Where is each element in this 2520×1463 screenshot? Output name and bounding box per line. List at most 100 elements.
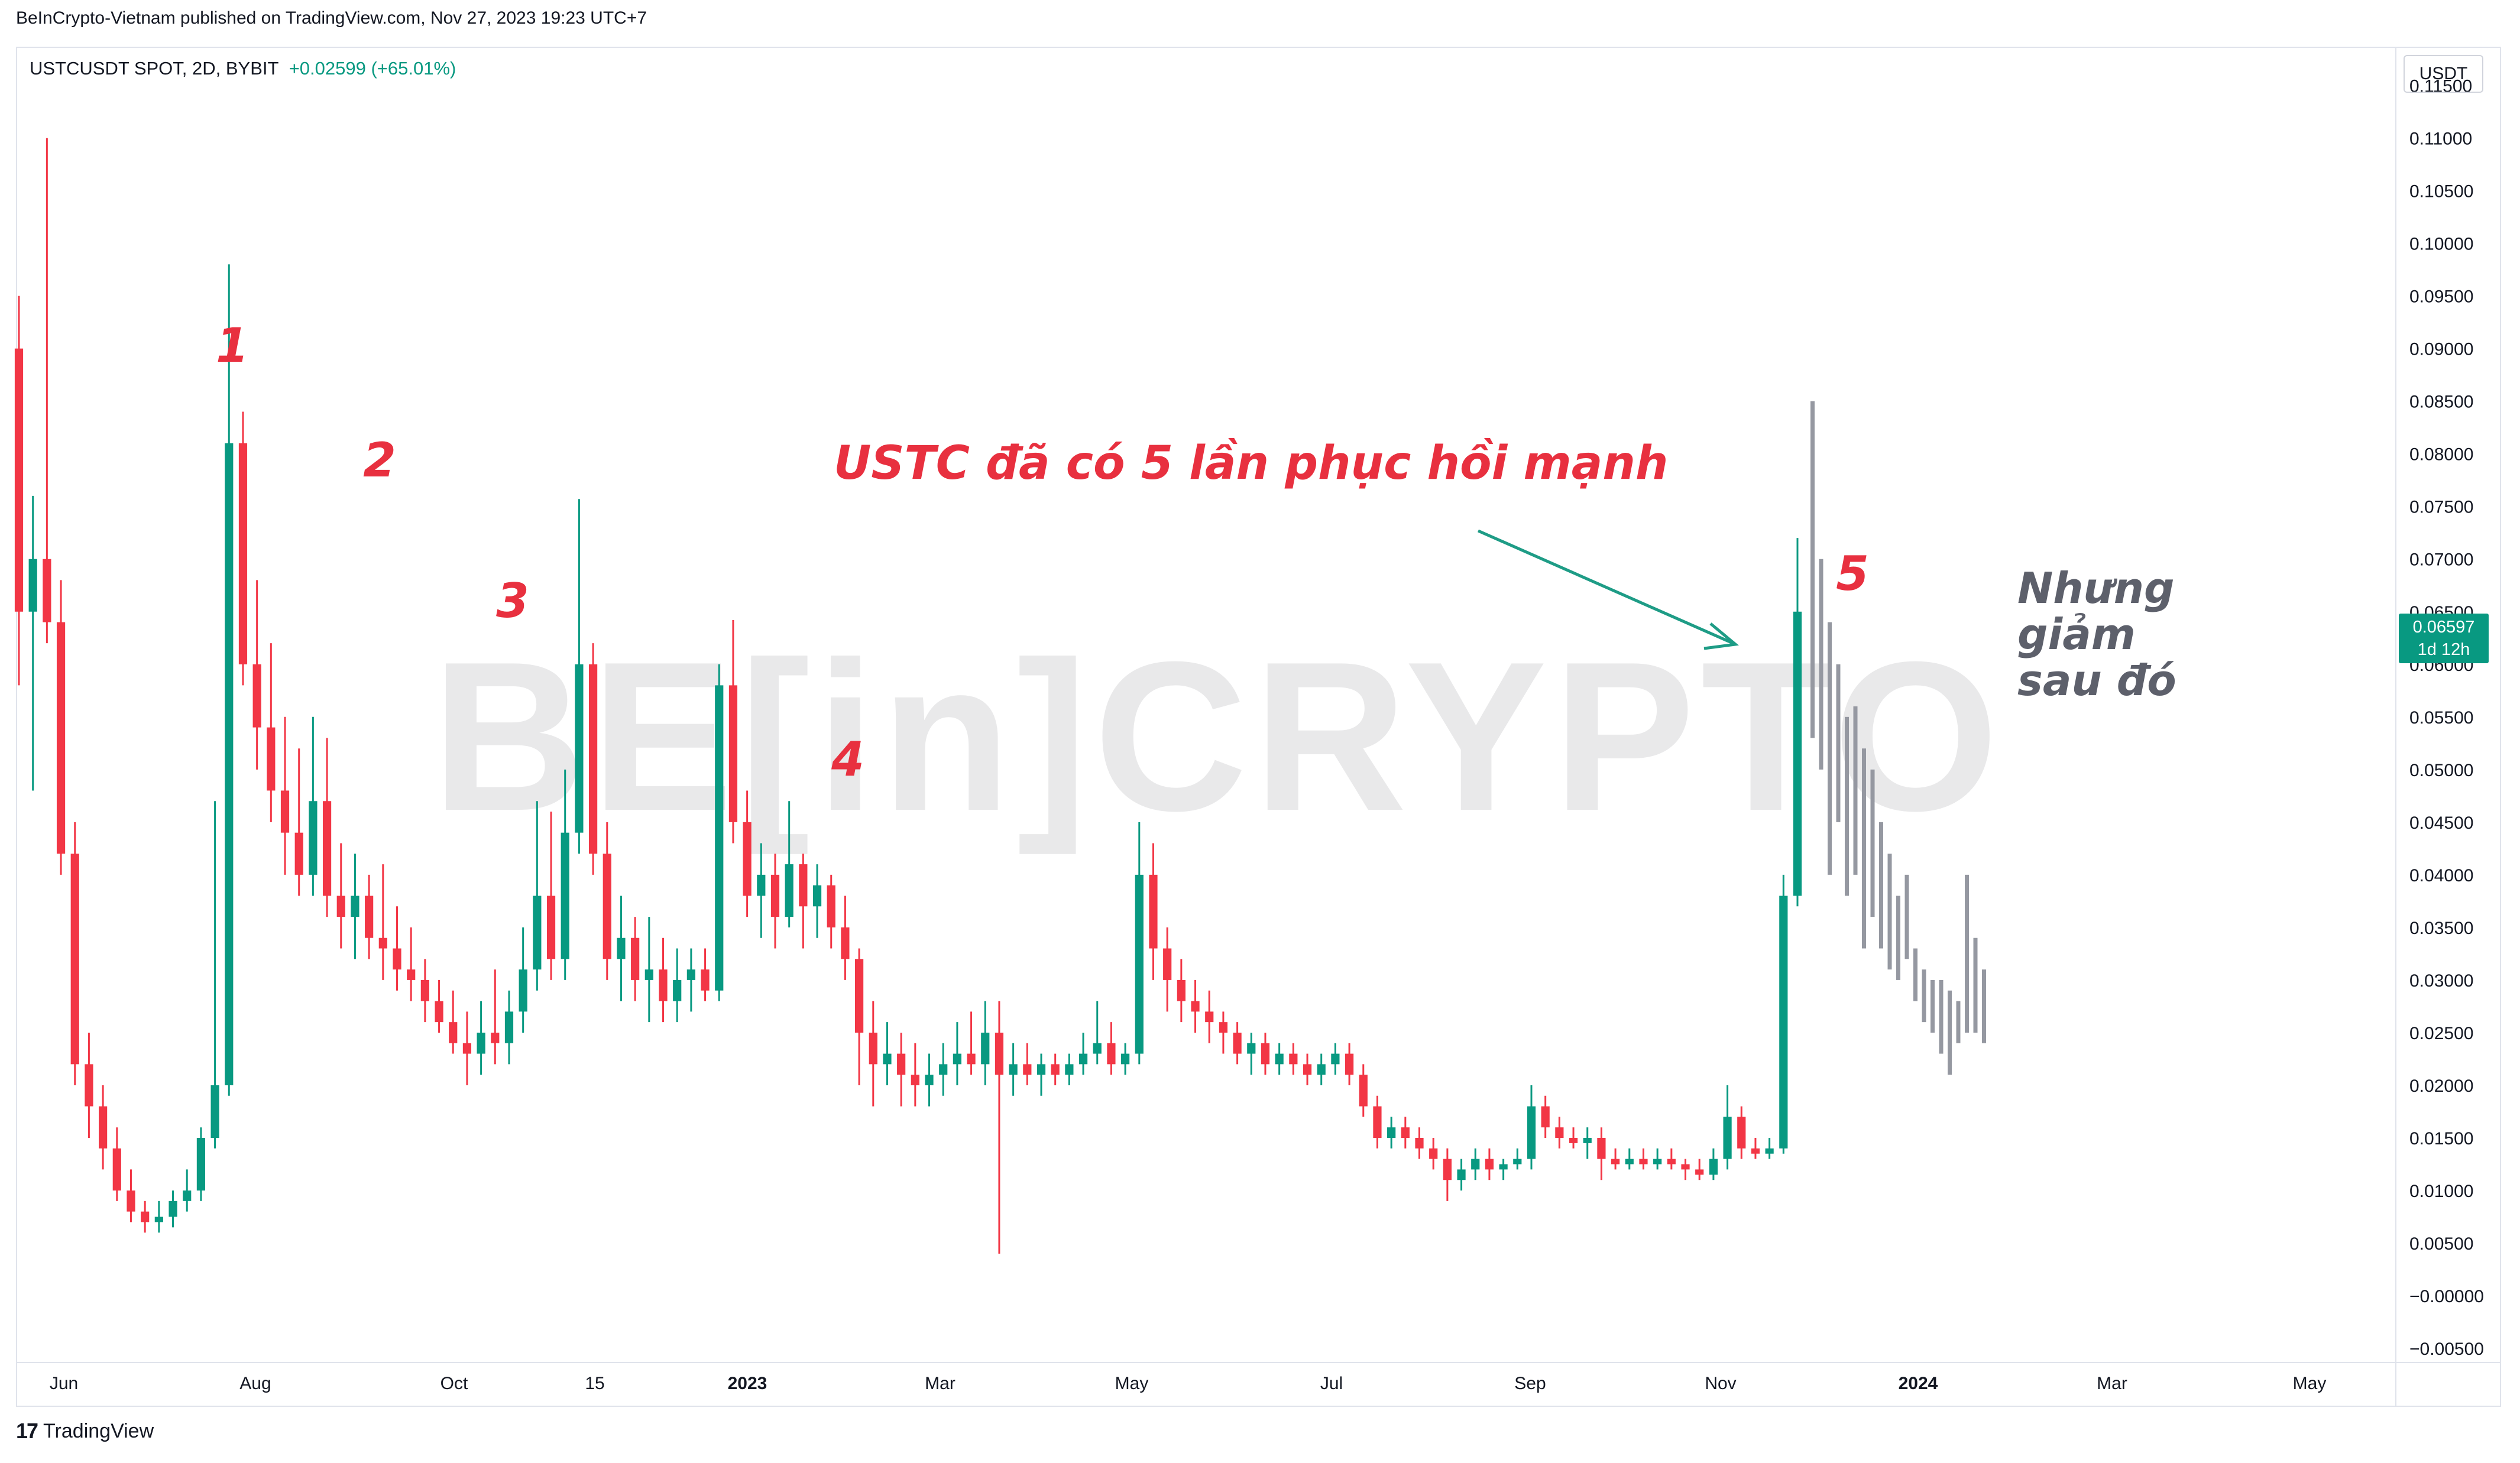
candle-body (967, 1053, 976, 1065)
candle-body (1541, 1106, 1550, 1128)
candle-body (141, 1211, 150, 1222)
projection-bar (1931, 979, 1935, 1033)
price-tick-label: 0.02000 (2409, 1076, 2473, 1096)
candle-body (1471, 1159, 1480, 1170)
price-tick-label: 0.09500 (2409, 287, 2473, 307)
price-tick-label: −0.00500 (2409, 1339, 2484, 1359)
candle-body (1723, 1117, 1732, 1159)
candle-body (897, 1053, 906, 1075)
candle-body (588, 664, 598, 854)
price-tick-label: 0.05000 (2409, 761, 2473, 780)
price-tick-label: 0.08500 (2409, 392, 2473, 412)
candle-body (575, 664, 584, 833)
candle-body (995, 1032, 1004, 1075)
candle-body (644, 969, 653, 980)
candle-body (869, 1032, 877, 1065)
candle-body (1457, 1169, 1466, 1180)
candle-body (1415, 1138, 1424, 1149)
price-tick-label: 0.03000 (2409, 971, 2473, 991)
candle-body (1149, 874, 1158, 949)
candle-body (378, 938, 387, 949)
price-tick-label: −0.00000 (2409, 1287, 2484, 1306)
candle-body (238, 443, 248, 664)
projection-bar (1896, 896, 1900, 980)
time-tick-label: 2023 (728, 1374, 767, 1393)
candle-body (1625, 1159, 1634, 1164)
annotation-main-text: USTC đã có 5 lần phục hồi mạnh (834, 437, 1668, 490)
projection-bar (1819, 559, 1823, 770)
candle-body (1023, 1064, 1032, 1075)
candle-body (1401, 1127, 1410, 1138)
candle-body (1191, 1001, 1200, 1012)
tradingview-logo[interactable]: 17 TradingView (16, 1419, 154, 1443)
candle-body (812, 885, 822, 907)
candle-body (462, 1043, 472, 1054)
candle-body (169, 1201, 177, 1217)
projection-bar (1973, 938, 1978, 1033)
candle-body (701, 969, 710, 991)
candle-body (1737, 1117, 1746, 1149)
candle-body (491, 1032, 500, 1043)
candle-body (322, 801, 332, 896)
candle-body (1443, 1159, 1452, 1180)
candle-body (70, 854, 79, 1065)
candle-body (1695, 1169, 1704, 1175)
candle-body (1779, 896, 1788, 1149)
candle-body (1233, 1032, 1242, 1054)
candle-body (1387, 1127, 1396, 1138)
candle-body (686, 969, 695, 980)
projection-bar (1948, 990, 1952, 1075)
candle-body (1121, 1053, 1130, 1065)
wave-label-4: 4 (831, 732, 864, 787)
annotation-side-line-1: Nhưng (2017, 563, 2175, 613)
candle-body (953, 1053, 962, 1065)
price-tick-label: 0.03500 (2409, 919, 2473, 938)
price-tick-label: 0.05500 (2409, 708, 2473, 728)
candle-body (1345, 1053, 1354, 1075)
price-tick-label: 0.07000 (2409, 550, 2473, 570)
price-tick-label: 0.01000 (2409, 1182, 2473, 1201)
time-tick-label: 2024 (1899, 1374, 1938, 1393)
candle-body (1093, 1043, 1102, 1054)
candle-body (252, 664, 261, 728)
candle-body (56, 622, 66, 854)
candle-body (1681, 1164, 1690, 1170)
candle-body (280, 790, 290, 833)
last-price-badge: 0.06597 1d 12h (2399, 614, 2489, 663)
projection-bar (1887, 854, 1892, 970)
projection-bar (1879, 822, 1883, 949)
projection-bar (1828, 622, 1832, 875)
price-tick-label: 0.11000 (2409, 129, 2472, 149)
candle-body (1793, 611, 1802, 896)
candle-body (196, 1138, 206, 1191)
price-change: +0.02599 (+65.01%) (289, 58, 456, 79)
wave-label-5: 5 (1836, 546, 1869, 601)
candle-body (127, 1190, 135, 1212)
wave-label-1: 1 (216, 318, 249, 373)
time-tick-label: May (1115, 1374, 1149, 1393)
candle-body (519, 969, 527, 1012)
candle-body (1009, 1064, 1018, 1075)
annotation-arrow-head (1703, 622, 1739, 650)
tradingview-logo-icon: 17 (16, 1419, 38, 1443)
candle-body (1078, 1053, 1088, 1065)
annotation-side-line-2: giảm (2017, 609, 2136, 659)
currency-unit-button[interactable]: USDT (2404, 55, 2483, 93)
candle-body (1485, 1159, 1494, 1170)
candle-body (715, 685, 724, 991)
candle-body (183, 1190, 192, 1201)
candle-body (1667, 1159, 1676, 1164)
candle-body (1611, 1159, 1620, 1164)
projection-bar (1870, 769, 1875, 917)
candle-body (854, 959, 864, 1033)
candle-body (365, 896, 374, 938)
candle-body (99, 1106, 108, 1149)
candle-body (1359, 1075, 1368, 1107)
price-tick-label: 0.10000 (2409, 235, 2473, 254)
projection-bar (1939, 979, 1944, 1054)
projection-bar (1922, 969, 1926, 1023)
time-tick-label: Mar (2097, 1374, 2127, 1393)
price-tick-label: 0.01500 (2409, 1129, 2473, 1149)
candles (14, 138, 1802, 1254)
